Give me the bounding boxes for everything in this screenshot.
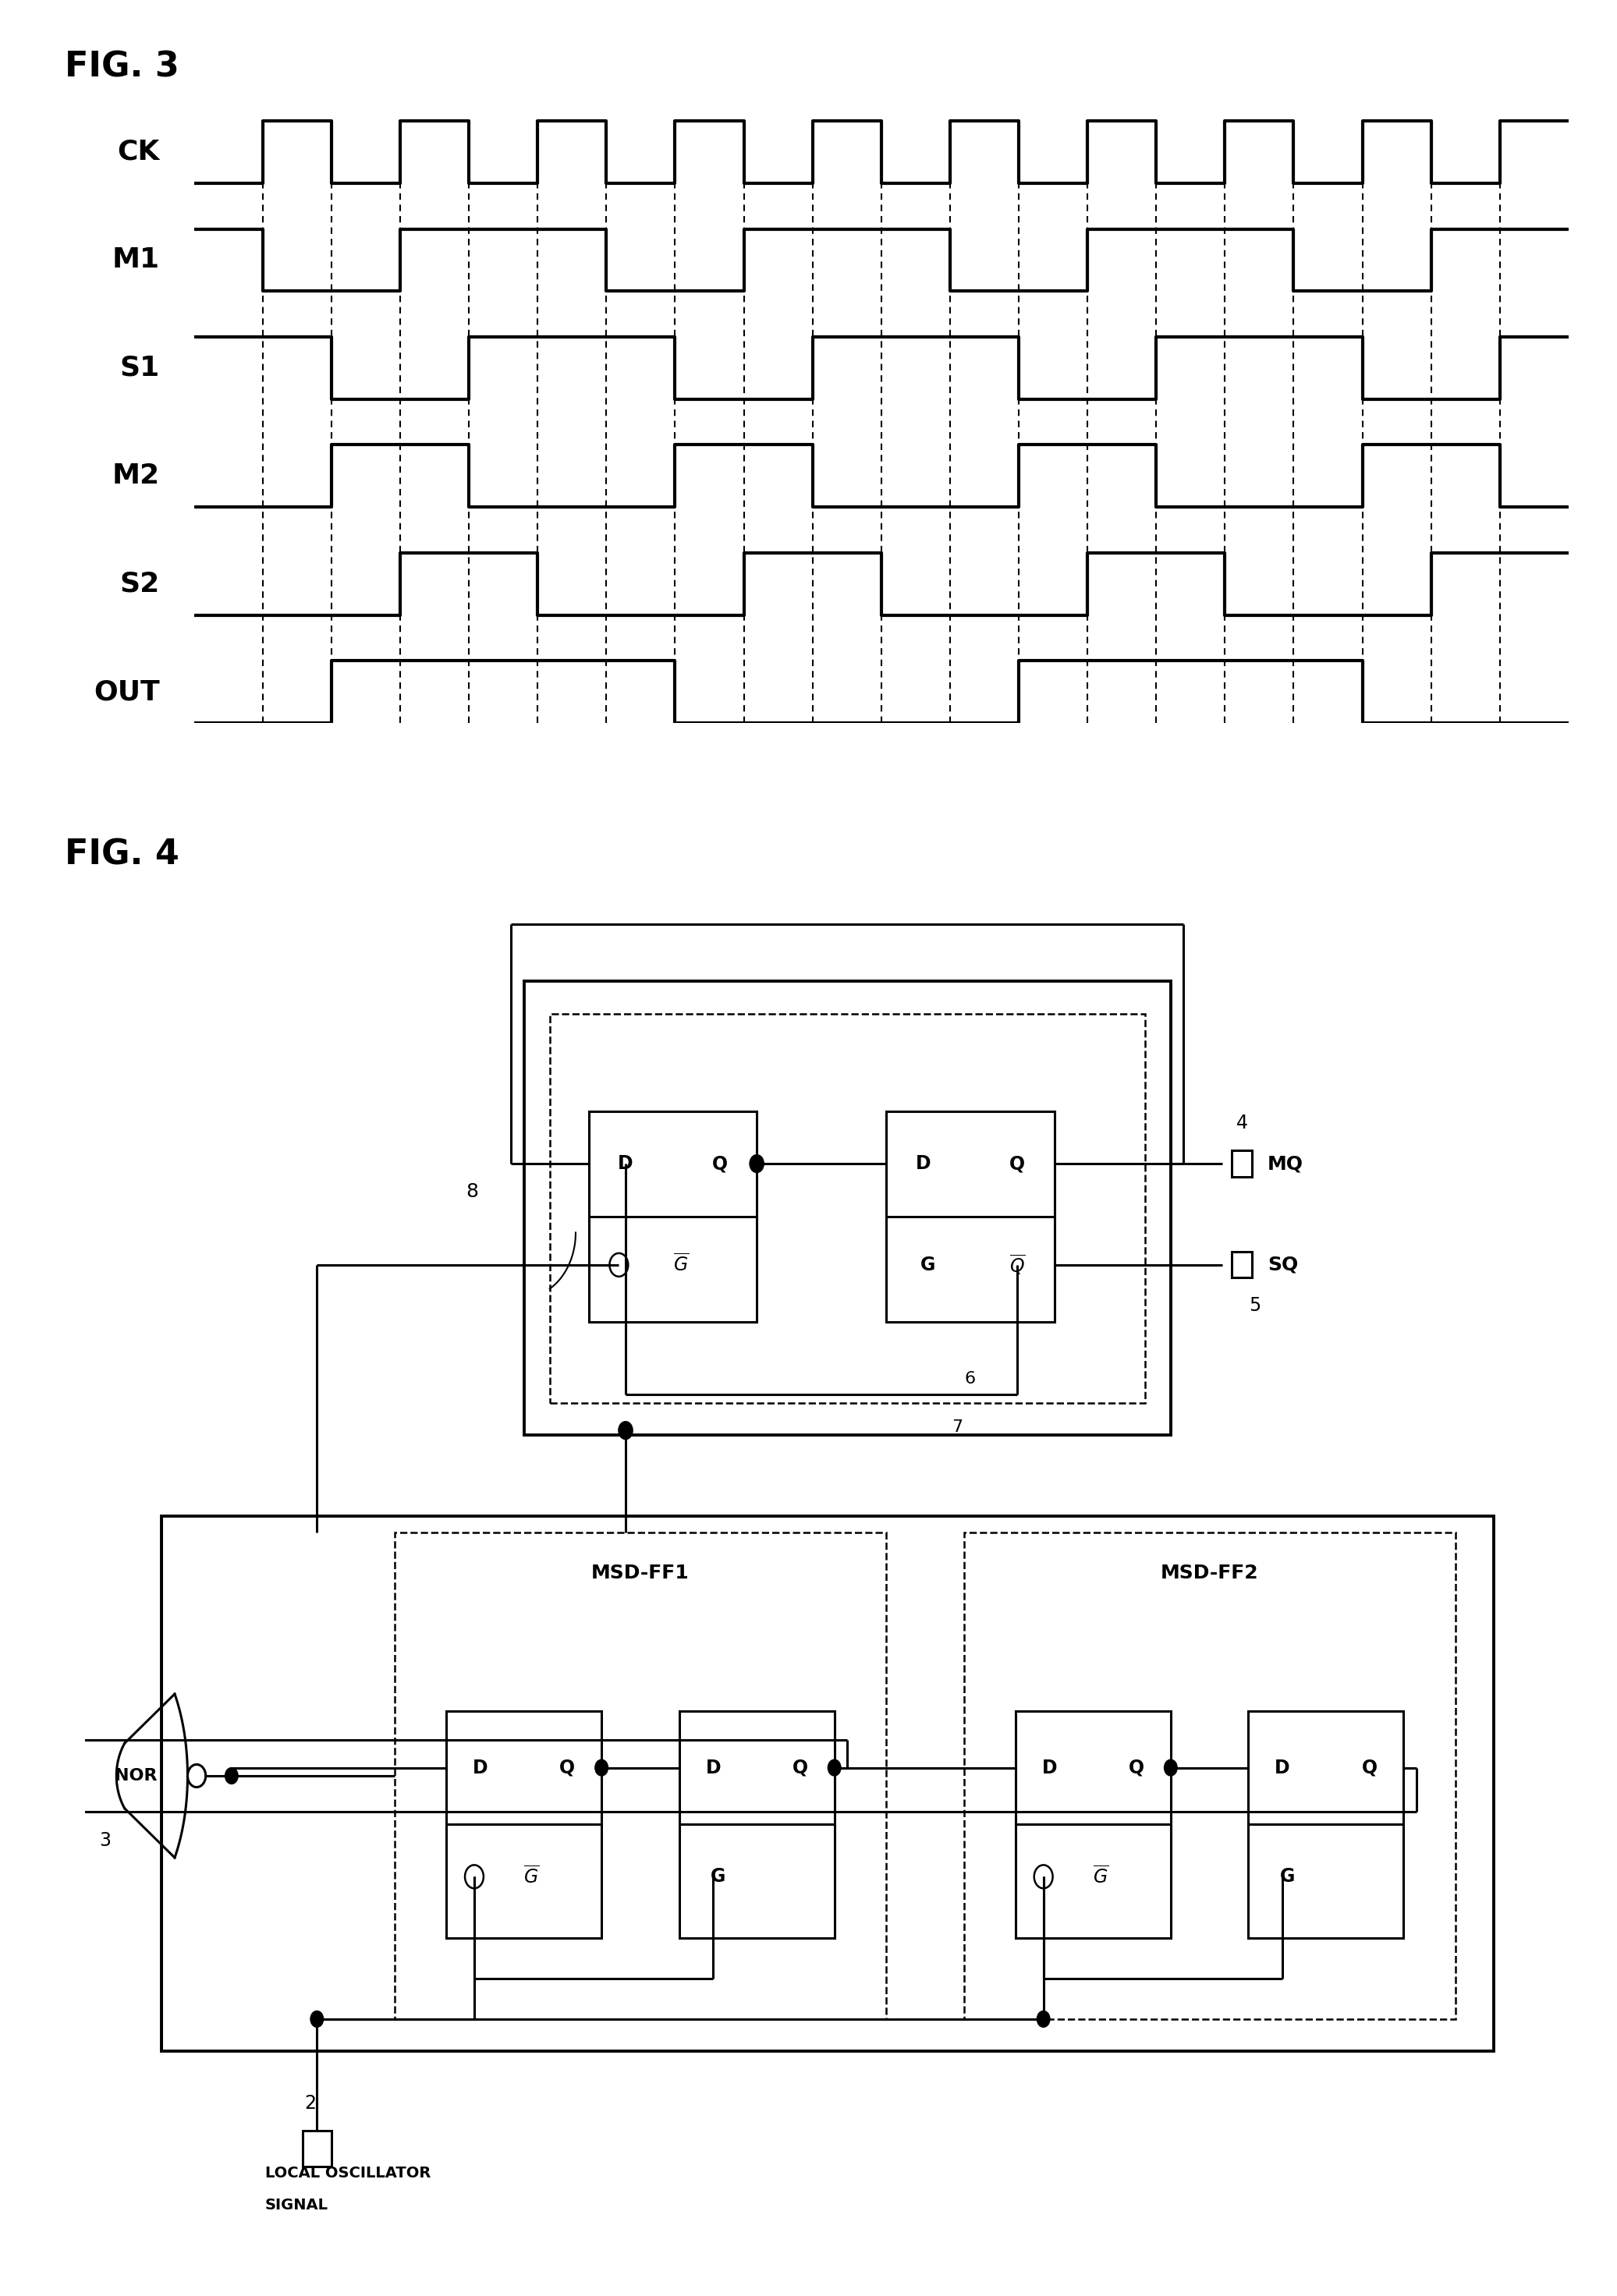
- Bar: [886, 1111, 1054, 1322]
- Bar: [550, 1015, 1145, 1403]
- Bar: [1015, 1711, 1171, 1938]
- Circle shape: [310, 2011, 323, 2027]
- Bar: [589, 1111, 757, 1322]
- Text: $\overline{G}$: $\overline{G}$: [524, 1867, 540, 1887]
- Text: MSD-FF1: MSD-FF1: [592, 1564, 689, 1582]
- Text: FIG. 3: FIG. 3: [65, 51, 179, 85]
- Circle shape: [618, 1421, 632, 1440]
- Text: 7: 7: [952, 1419, 962, 1435]
- Text: OUT: OUT: [94, 680, 160, 705]
- Text: CK: CK: [118, 138, 160, 165]
- Text: SQ: SQ: [1268, 1256, 1298, 1274]
- Text: 4: 4: [1235, 1114, 1248, 1132]
- Bar: [964, 1534, 1455, 2018]
- Circle shape: [828, 1759, 841, 1775]
- Text: S2: S2: [120, 572, 160, 597]
- Text: 5: 5: [1248, 1295, 1261, 1316]
- Text: $\overline{Q}$: $\overline{Q}$: [1009, 1254, 1025, 1277]
- Text: Q: Q: [559, 1759, 576, 1777]
- Text: M1: M1: [112, 246, 160, 273]
- Text: D: D: [915, 1155, 931, 1173]
- Circle shape: [1164, 1759, 1177, 1775]
- Text: 3: 3: [99, 1832, 112, 1851]
- Text: G: G: [710, 1867, 726, 1885]
- Text: SIGNAL: SIGNAL: [265, 2197, 328, 2213]
- Text: 6: 6: [965, 1371, 975, 1387]
- Text: D: D: [472, 1759, 488, 1777]
- Bar: [395, 1534, 886, 2018]
- Text: D: D: [705, 1759, 721, 1777]
- Bar: [679, 1711, 834, 1938]
- Bar: [162, 1515, 1494, 2053]
- Text: Q: Q: [1129, 1759, 1145, 1777]
- Bar: [446, 1711, 602, 1938]
- Text: LOCAL OSCILLATOR: LOCAL OSCILLATOR: [265, 2165, 430, 2181]
- Bar: [1232, 1251, 1252, 1279]
- Text: $\overline{G}$: $\overline{G}$: [673, 1254, 689, 1277]
- Text: S1: S1: [120, 356, 160, 381]
- Text: Q: Q: [711, 1155, 728, 1173]
- Text: MQ: MQ: [1268, 1155, 1303, 1173]
- Text: M2: M2: [112, 464, 160, 489]
- Text: NOR: NOR: [115, 1768, 157, 1784]
- Text: G: G: [1279, 1867, 1295, 1885]
- Text: Q: Q: [1362, 1759, 1378, 1777]
- Polygon shape: [175, 1694, 188, 1857]
- Bar: [302, 2131, 331, 2167]
- Circle shape: [595, 1759, 608, 1775]
- Text: D: D: [1274, 1759, 1290, 1777]
- Text: 2: 2: [304, 2094, 317, 2112]
- Bar: [524, 980, 1171, 1435]
- Text: 8: 8: [466, 1182, 479, 1201]
- Circle shape: [225, 1768, 238, 1784]
- Text: FIG. 4: FIG. 4: [65, 838, 179, 872]
- Text: G: G: [920, 1256, 936, 1274]
- Circle shape: [188, 1763, 205, 1786]
- Polygon shape: [116, 1743, 125, 1809]
- Text: Q: Q: [792, 1759, 808, 1777]
- Text: D: D: [1041, 1759, 1058, 1777]
- Text: D: D: [618, 1155, 634, 1173]
- Circle shape: [750, 1155, 763, 1173]
- Text: MSD-FF2: MSD-FF2: [1161, 1564, 1258, 1582]
- Text: Q: Q: [1009, 1155, 1025, 1173]
- Bar: [1248, 1711, 1404, 1938]
- Bar: [1232, 1150, 1252, 1176]
- Circle shape: [1036, 2011, 1049, 2027]
- Text: $\overline{G}$: $\overline{G}$: [1093, 1867, 1109, 1887]
